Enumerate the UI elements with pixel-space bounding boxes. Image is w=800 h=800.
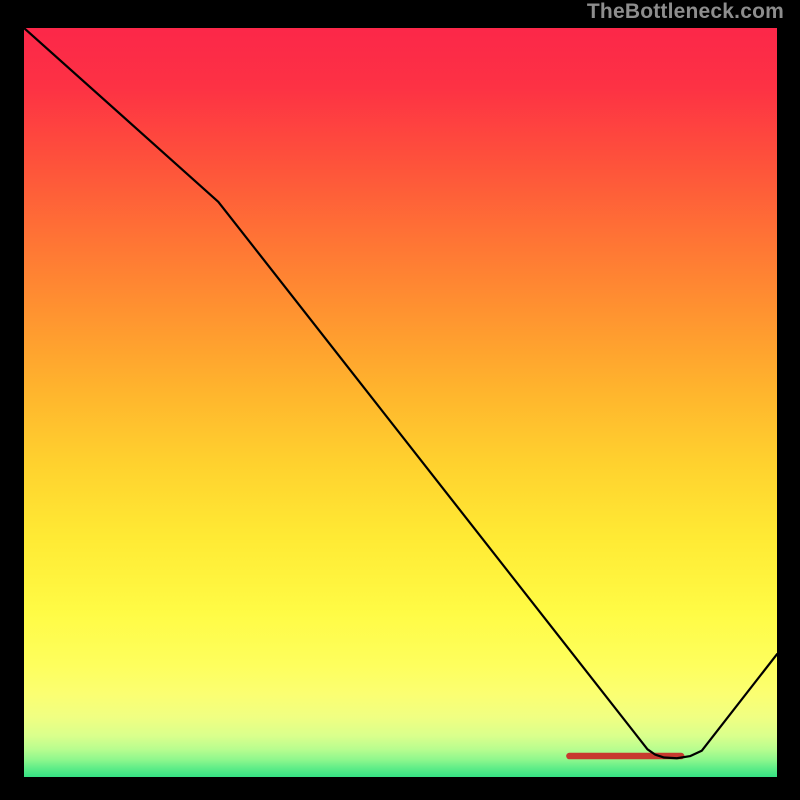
plot-overlay	[24, 28, 777, 777]
watermark-text: TheBottleneck.com	[587, 0, 784, 24]
bottleneck-curve	[24, 28, 777, 758]
plot-area	[24, 28, 777, 777]
